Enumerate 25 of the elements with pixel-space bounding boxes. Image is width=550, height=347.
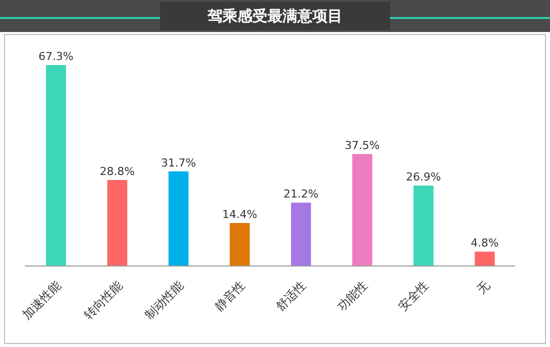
data-label: 14.4% <box>222 208 258 221</box>
data-label: 26.9% <box>406 170 441 184</box>
bar <box>46 65 66 266</box>
bar <box>352 154 372 266</box>
bar <box>107 180 128 266</box>
data-label: 37.5% <box>344 139 380 152</box>
data-label: 21.2% <box>284 188 318 201</box>
x-tick-label: 功能性 <box>334 278 370 314</box>
data-label: 4.8% <box>470 236 499 250</box>
bar <box>230 222 250 266</box>
chart-title: 驾乘感受最满意项目 <box>160 2 390 30</box>
bar <box>474 252 495 266</box>
bar <box>414 186 434 266</box>
bar <box>291 202 311 266</box>
x-tick-label: 无 <box>474 278 492 297</box>
x-tick-label: 转向性能 <box>81 278 125 322</box>
x-tick-label: 静音性 <box>212 278 248 314</box>
data-label: 67.3% <box>38 50 74 63</box>
bar <box>168 171 188 266</box>
x-tick-label: 加速性能 <box>20 278 64 322</box>
data-label: 31.7% <box>161 156 196 170</box>
x-tick-label: 安全性 <box>396 278 432 314</box>
x-tick-label: 舒适性 <box>273 278 309 314</box>
x-tick-label: 制动性能 <box>142 278 186 322</box>
data-label: 28.8% <box>100 164 135 178</box>
